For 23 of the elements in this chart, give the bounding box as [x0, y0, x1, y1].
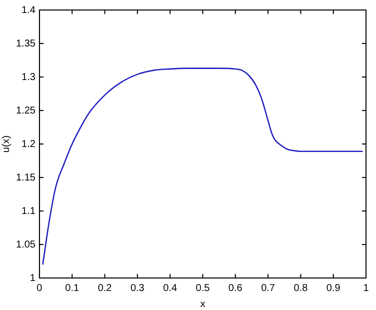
x-tick-label: 0.2 [98, 282, 112, 294]
x-tick-label: 0.3 [130, 282, 145, 294]
y-tick-label: 1.05 [16, 239, 36, 250]
y-tick-label: 1.4 [22, 4, 36, 16]
x-axis-title: x [200, 298, 206, 310]
y-axis-title: u(x) [0, 135, 12, 153]
line-series [42, 68, 364, 266]
y-tick-label: 1.1 [22, 206, 36, 217]
y-tick-label: 1.25 [16, 105, 36, 116]
x-tick-label: 0.8 [294, 282, 308, 294]
x-tick-label: 1 [363, 282, 370, 294]
x-tick-label: 0.7 [261, 282, 276, 294]
y-tick-label: 1.3 [22, 72, 36, 83]
x-tick-label: 0.9 [326, 282, 341, 294]
y-tick-label: 1.35 [16, 38, 36, 50]
x-tick-label: 0.5 [196, 282, 210, 294]
y-tick-label: 1.2 [22, 138, 36, 150]
x-tick-label: 0.6 [228, 282, 243, 294]
x-tick-label: 0 [36, 282, 43, 294]
x-tick-label: 0.4 [163, 282, 178, 294]
y-tick-label: 1.15 [16, 172, 36, 184]
y-tick-label: 1 [30, 272, 36, 284]
x-tick-label: 0.1 [65, 282, 80, 294]
